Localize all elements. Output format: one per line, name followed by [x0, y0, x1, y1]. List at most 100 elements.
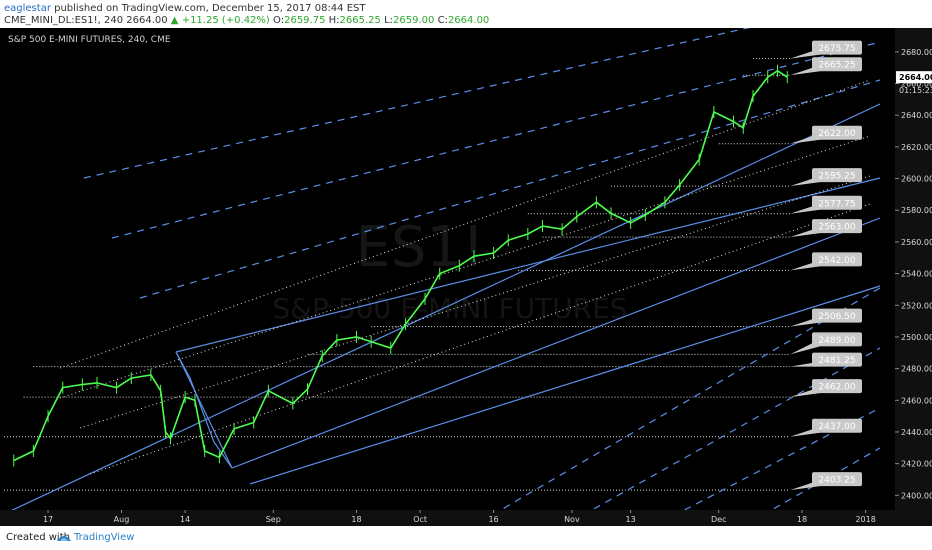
y-tick-label: 2500.00 — [901, 333, 932, 342]
y-tick-label: 2660.00 — [901, 80, 932, 89]
channel-line-dashed — [472, 287, 881, 526]
last-price-box — [896, 71, 932, 84]
publish-header: eaglestar published on TradingView.com, … — [0, 0, 932, 28]
close-label: C: — [437, 15, 448, 26]
chart-header: S&P 500 E-MINI FUTURES, 240, CME — [8, 35, 171, 45]
level-label-box — [812, 125, 862, 140]
level-label: 2437.00 — [818, 422, 855, 432]
y-tick-label: 2620.00 — [901, 143, 932, 152]
x-tick-label: Sep — [266, 515, 281, 524]
y-tick-label: 2580.00 — [901, 206, 932, 215]
level-label-box — [812, 57, 862, 72]
chart-area[interactable]: ES1! S&P 500 E-MINI FUTURES 2675.75 2665.… — [0, 28, 932, 526]
low-value: 2659.00 — [393, 15, 435, 26]
price-chart[interactable]: ES1! S&P 500 E-MINI FUTURES 2675.75 2665.… — [0, 28, 932, 526]
high-label: H: — [328, 15, 340, 26]
level-label: 2481.25 — [818, 356, 855, 366]
tradingview-logo-icon — [57, 536, 71, 541]
close-value: 2664.00 — [447, 15, 490, 26]
y-tick-label: 2680.00 — [901, 48, 932, 57]
x-tick-label: 18 — [797, 515, 807, 524]
watermark-name: S&P 500 E-MINI FUTURES — [272, 292, 627, 325]
high-value: 2665.25 — [339, 15, 381, 26]
level-label-box — [812, 352, 862, 367]
channel-line-dashed — [111, 41, 881, 239]
open-value: 2659.75 — [284, 15, 326, 26]
level-label-box — [812, 40, 862, 55]
x-tick-label: Dec — [711, 515, 726, 524]
level-label: 2462.00 — [818, 383, 855, 393]
level-label: 2506.50 — [818, 312, 855, 322]
channel-line-dashed — [83, 28, 751, 179]
time-axis-area — [0, 510, 932, 526]
level-label-box — [812, 379, 862, 394]
symbol-name: CME_MINI_DL:ES1!, 240 — [4, 15, 124, 26]
level-label-box — [812, 418, 862, 433]
y-tick-label: 2420.00 — [901, 460, 932, 469]
y-tick-label: 2460.00 — [901, 396, 932, 405]
level-label-box — [812, 332, 862, 347]
change-value: +11.25 (+0.42%) — [181, 15, 270, 26]
x-tick-label: Nov — [564, 515, 580, 524]
y-tick-label: 2440.00 — [901, 428, 932, 437]
channel-line-dashed — [652, 407, 881, 526]
level-label-box — [812, 219, 862, 234]
y-tick-label: 2640.00 — [901, 111, 932, 120]
published-text: published on TradingView.com, December 1… — [54, 3, 366, 14]
level-label-box — [812, 308, 862, 323]
level-label: 2489.00 — [818, 336, 855, 346]
channel-line-dotted — [89, 203, 871, 475]
level-lines-group — [4, 58, 790, 491]
level-label: 2403.25 — [818, 476, 855, 486]
y-tick-label: 2480.00 — [901, 365, 932, 374]
channel-line-dashed — [139, 79, 881, 299]
footer: Created with TradingView — [0, 526, 932, 550]
x-tick-label: Aug — [114, 515, 130, 524]
channel-line-solid — [231, 217, 881, 469]
price-axis-area — [895, 28, 932, 526]
created-with-text: Created with — [6, 532, 70, 543]
tradingview-brand[interactable]: TradingView — [74, 532, 135, 543]
channel-line-solid — [175, 177, 881, 353]
level-label: 2577.75 — [818, 199, 855, 209]
channel-line-dashed — [562, 347, 881, 526]
publish-line: eaglestar published on TradingView.com, … — [4, 3, 366, 15]
x-tick-label: 14 — [180, 515, 190, 524]
x-tick-label: 17 — [43, 515, 53, 524]
level-label: 2542.00 — [818, 256, 855, 266]
channel-line-dotted — [59, 79, 871, 369]
low-label: L: — [384, 15, 394, 26]
x-tick-label: 13 — [626, 515, 636, 524]
y-tick-label: 2400.00 — [901, 491, 932, 500]
countdown-label: 01:15:23 — [899, 86, 932, 95]
channel-line-solid — [3, 103, 881, 515]
level-label: 2622.00 — [818, 129, 855, 139]
symbol-line: CME_MINI_DL:ES1!, 240 2664.00 ▲ +11.25 (… — [4, 15, 489, 27]
pitchfork-base — [175, 351, 233, 469]
level-label: 2563.00 — [818, 223, 855, 233]
x-tick-label: 16 — [488, 515, 498, 524]
last-value: 2664.00 — [126, 15, 168, 26]
x-tick-label: Oct — [413, 515, 427, 524]
y-tick-label: 2600.00 — [901, 175, 932, 184]
channel-lines-group — [3, 28, 881, 526]
level-label: 2675.75 — [818, 44, 855, 54]
y-tick-label: 2560.00 — [901, 238, 932, 247]
pitchfork-handle — [175, 351, 233, 469]
price-series-group — [13, 64, 788, 467]
up-arrow-icon: ▲ — [170, 15, 179, 26]
open-label: O: — [273, 15, 285, 26]
author-link[interactable]: eaglestar — [4, 3, 51, 14]
level-label-box — [812, 168, 862, 183]
level-labels-group: 2675.75 2665.25 2622.00 2595.25 2577.75 2563.… — [790, 40, 862, 491]
y-tick-label: 2540.00 — [901, 270, 932, 279]
y-axis: 2400.00 2420.00 2440.00 2460.00 2480.00 2500.… — [895, 48, 932, 500]
x-axis: 17 Aug 14 Sep 18 Oct 16 Nov 13 Dec 18 2018 — [0, 510, 932, 526]
level-label-box — [812, 472, 862, 487]
x-tick-label: 2018 — [855, 515, 875, 524]
watermark-symbol: ES1! — [355, 215, 484, 280]
level-label: 2595.25 — [818, 172, 855, 182]
level-label: 2665.25 — [818, 61, 855, 71]
level-label-box — [812, 252, 862, 267]
level-label-box — [812, 195, 862, 210]
